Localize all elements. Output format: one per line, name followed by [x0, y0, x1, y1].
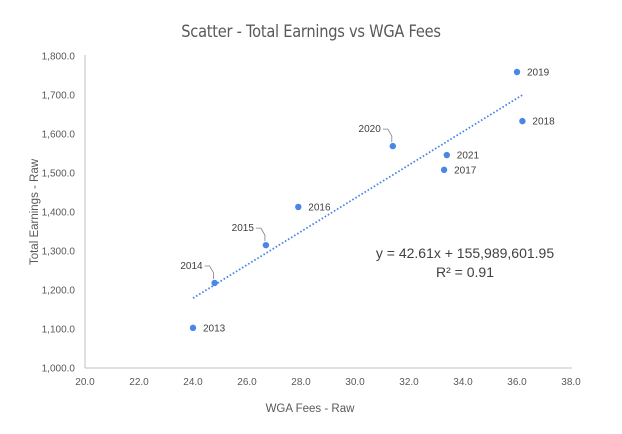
leader-line [382, 128, 393, 143]
data-points: 2013 2014 2015 2016 2017 2018 2019 2020 2021 [180, 67, 555, 334]
x-tick-label: 38.0 [561, 377, 581, 388]
x-tick-label: 34.0 [453, 377, 473, 388]
point-label: 2021 [457, 151, 480, 162]
y-tick-label: 1,100.0 [42, 325, 76, 336]
x-tick-label: 30.0 [345, 377, 365, 388]
data-point-2014 [211, 279, 218, 287]
y-tick-label: 1,200.0 [42, 286, 76, 297]
x-tick-label: 36.0 [507, 377, 527, 388]
y-tick-label: 1,400.0 [42, 208, 76, 219]
data-point-2018 [519, 117, 526, 125]
x-tick-label: 20.0 [75, 377, 95, 388]
point-label: 2018 [532, 117, 555, 128]
point-label: 2019 [527, 67, 550, 78]
x-tick-label: 22.0 [129, 377, 149, 388]
y-tick-label: 1,700.0 [42, 91, 76, 102]
data-point-2021 [443, 151, 450, 159]
x-tick-label: 24.0 [183, 377, 203, 388]
y-axis-title: Total Earnings - Raw [29, 158, 41, 265]
point-label: 2015 [232, 223, 255, 234]
y-tick-label: 1,800.0 [42, 52, 76, 63]
x-tick-label: 26.0 [237, 377, 257, 388]
r-squared-label: R² = 0.91 [436, 264, 494, 280]
data-point-2020 [389, 142, 396, 150]
data-point-2019 [513, 68, 521, 76]
y-tick-label: 1,600.0 [42, 130, 76, 141]
y-tick-label: 1,500.0 [42, 169, 76, 180]
point-label: 2013 [203, 323, 226, 334]
chart-title: Scatter - Total Earnings vs WGA Fees [181, 22, 441, 42]
x-tick-label: 28.0 [291, 377, 311, 388]
y-tick-labels: 1,000.0 1,100.0 1,200.0 1,300.0 1,400.0 1,500… [42, 52, 76, 375]
data-point-2017 [440, 166, 448, 174]
axes [84, 55, 572, 369]
data-point-2015 [262, 241, 270, 249]
point-label: 2014 [180, 261, 203, 272]
data-point-2016 [295, 203, 302, 211]
leader-line [204, 265, 215, 279]
y-tick-label: 1,000.0 [42, 364, 76, 375]
data-point-2013 [189, 324, 197, 332]
x-tick-label: 32.0 [399, 377, 419, 388]
x-tick-labels: 20.0 22.0 24.0 26.0 28.0 30.0 32.0 34.0 36.0 38.0 [75, 377, 581, 388]
point-label: 2017 [454, 165, 477, 176]
x-axis-title: WGA Fees - Raw [266, 403, 356, 415]
point-label: 2020 [359, 124, 382, 135]
trendline-equation: y = 42.61x + 155,989,601.95 [376, 245, 554, 261]
y-tick-label: 1,300.0 [42, 247, 76, 258]
point-label: 2016 [308, 202, 331, 213]
leader-line [255, 227, 266, 242]
